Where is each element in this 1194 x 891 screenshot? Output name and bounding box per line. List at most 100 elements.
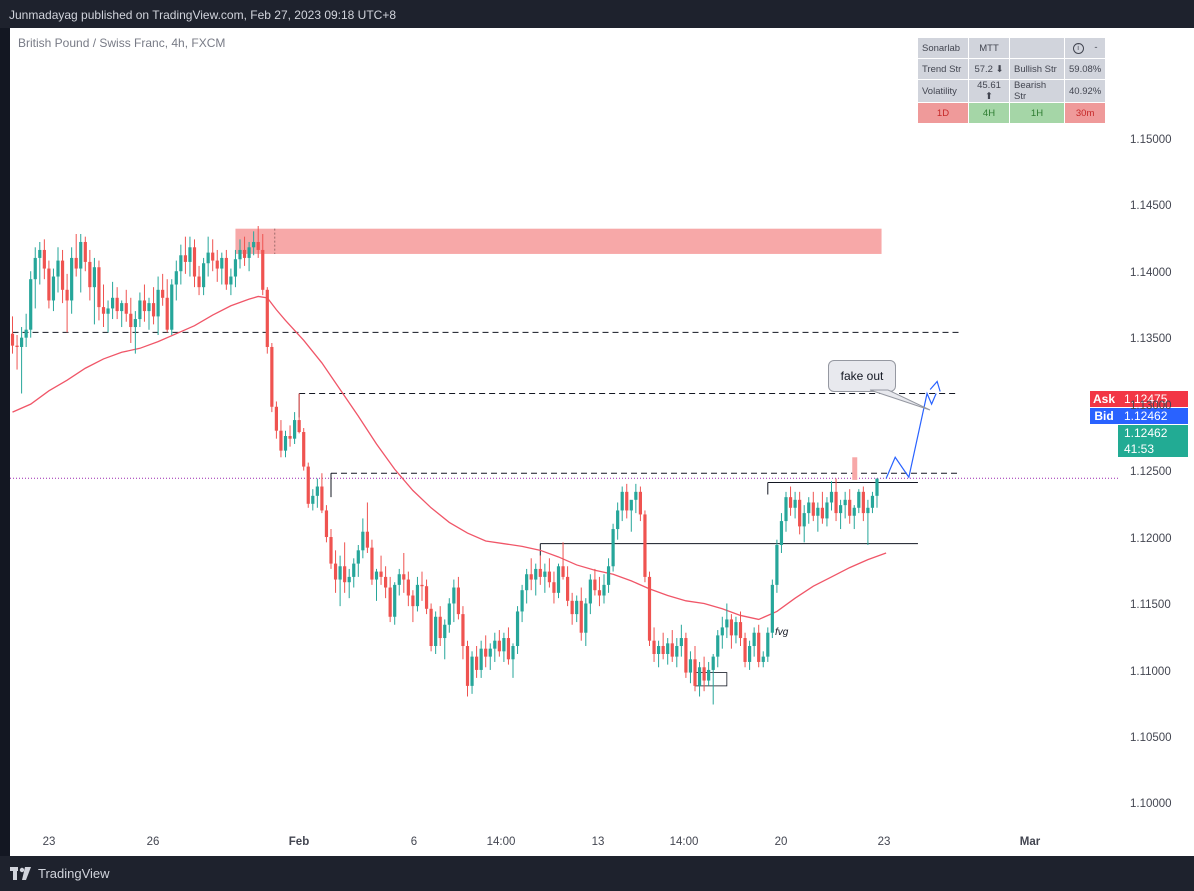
time-tick-label: 23: [42, 836, 56, 848]
candle-body: [297, 420, 301, 433]
candle-body: [129, 313, 133, 328]
candle-body: [647, 576, 652, 641]
candle-body: [748, 646, 752, 662]
candle-body: [115, 297, 119, 312]
candle-body: [488, 648, 492, 657]
candle-body: [625, 491, 629, 511]
price-tick-label: 1.11000: [1130, 665, 1171, 678]
candle-body: [60, 260, 65, 290]
fake-out-callout: fake out: [828, 360, 896, 392]
indicator-menu[interactable]: -: [1094, 42, 1098, 53]
candle-body: [97, 267, 101, 308]
candle-body: [720, 627, 724, 636]
candle-body: [757, 632, 761, 662]
bullish-str-label: Bullish Str: [1009, 58, 1065, 80]
publish-title: Junmadayag published on TradingView.com,…: [9, 8, 397, 22]
price-tick-label: 1.10500: [1130, 732, 1172, 745]
publish-header: Junmadayag published on TradingView.com,…: [0, 0, 1194, 28]
time-tick-label: 14:00: [486, 836, 516, 848]
candle-body: [338, 566, 342, 580]
candle-body: [634, 491, 638, 500]
candle-body: [220, 257, 224, 269]
candle-body: [606, 566, 611, 585]
candle-body: [725, 619, 729, 628]
indicator-controls[interactable]: i -: [1063, 37, 1107, 59]
last-price-label: 1.12462: [1118, 425, 1188, 441]
candle-body: [707, 669, 711, 681]
candle-body: [74, 257, 78, 269]
candle-body: [138, 300, 142, 320]
candle-body: [729, 619, 733, 636]
candle-body: [420, 584, 424, 587]
candle-body: [770, 584, 774, 633]
time-tick-label: Feb: [288, 836, 310, 848]
candle-body: [511, 646, 515, 660]
candle-body: [252, 241, 256, 248]
candle-body: [179, 255, 183, 272]
candle-body: [15, 345, 19, 347]
tf-30m: 30m: [1063, 102, 1107, 124]
candle-body: [643, 514, 647, 577]
candle-body: [384, 576, 388, 588]
candle-body: [202, 263, 206, 288]
candle-body: [347, 576, 351, 583]
bearish-str-label: Bearish Str: [1009, 79, 1065, 103]
candle-body: [611, 529, 615, 567]
candle-body: [397, 574, 401, 585]
candle-body: [33, 257, 37, 280]
candle-body: [183, 255, 187, 262]
volatility-label: Volatility: [917, 79, 969, 103]
candle-body: [192, 247, 197, 277]
candle-body: [434, 616, 438, 647]
candle-body: [161, 289, 165, 298]
candle-body: [456, 587, 460, 615]
candle-body: [666, 643, 670, 654]
candle-body: [288, 436, 292, 439]
candle-body: [593, 579, 597, 591]
candle-body: [306, 466, 310, 504]
candle-body: [429, 608, 433, 647]
candle-body: [274, 406, 278, 431]
candle-body: [697, 667, 702, 686]
tradingview-logo[interactable]: TradingView: [10, 866, 110, 881]
candle-body: [242, 249, 247, 258]
candle-body: [302, 432, 306, 467]
candle-body: [238, 249, 242, 260]
sonarlab-indicator-table: Sonarlab MTT i - Trend Str 57.2 ⬇ Bullis…: [917, 37, 1107, 124]
candle-body: [293, 420, 297, 439]
candle-body: [779, 521, 784, 546]
candle-body: [629, 499, 633, 511]
candle-body: [520, 590, 524, 612]
candle-body: [547, 571, 551, 583]
candle-body: [356, 550, 360, 564]
candle-body: [147, 303, 151, 312]
candle-body: [315, 486, 319, 496]
candle-body: [543, 571, 547, 577]
candle-body: [693, 659, 697, 686]
candle-body: [206, 252, 210, 264]
candle-body: [224, 257, 228, 285]
candle-body: [670, 643, 674, 657]
info-icon[interactable]: i: [1072, 43, 1084, 54]
price-tick-label: 1.12500: [1130, 466, 1172, 479]
time-tick-label: 20: [774, 836, 788, 848]
chart-plot-area[interactable]: [10, 28, 1118, 856]
candle-body: [447, 603, 451, 625]
candle-body: [684, 638, 688, 673]
candle-body: [793, 499, 797, 508]
candle-body: [798, 499, 802, 527]
candle-body: [165, 297, 169, 330]
candle-body: [661, 646, 665, 654]
price-tick-label: 1.14500: [1130, 200, 1172, 213]
tradingview-icon: [10, 866, 31, 880]
candle-body: [256, 241, 260, 250]
candle-body: [156, 289, 160, 317]
candle-body: [42, 249, 46, 269]
candle-body: [552, 582, 556, 593]
candle-body: [170, 284, 174, 330]
candle-body: [247, 247, 251, 258]
candle-body: [716, 635, 720, 657]
candle-body: [602, 584, 606, 596]
candle-body: [101, 307, 106, 314]
candle-body: [766, 632, 770, 657]
